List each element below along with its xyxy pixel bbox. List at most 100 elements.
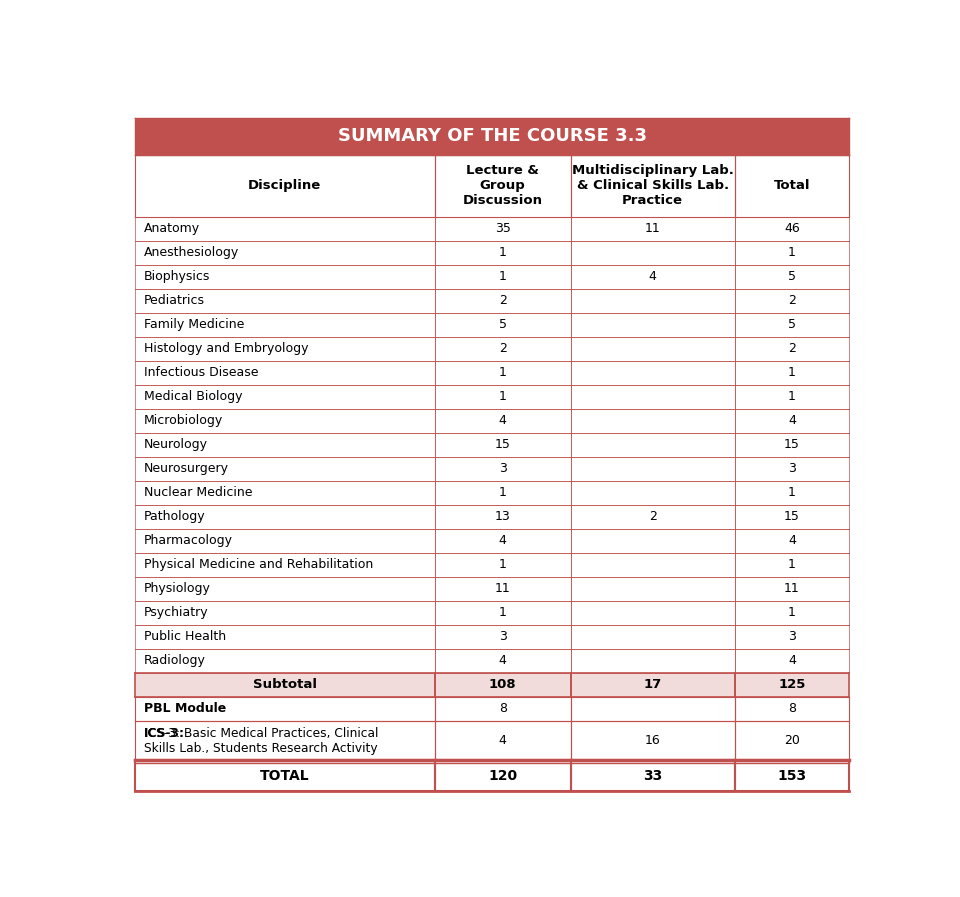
Bar: [435, 697, 570, 721]
Bar: [435, 361, 570, 385]
Bar: [734, 457, 849, 481]
Bar: [570, 289, 734, 313]
Text: Public Health: Public Health: [144, 631, 226, 643]
Bar: [570, 385, 734, 409]
Bar: [570, 240, 734, 265]
Text: 1: 1: [499, 270, 507, 283]
Text: 13: 13: [494, 510, 511, 523]
Text: 4: 4: [499, 654, 507, 667]
Text: 1: 1: [499, 247, 507, 259]
Bar: [435, 240, 570, 265]
Bar: [570, 577, 734, 601]
Bar: [570, 553, 734, 577]
Bar: [435, 313, 570, 337]
Bar: [435, 601, 570, 625]
Bar: [570, 601, 734, 625]
Bar: [570, 649, 734, 673]
Text: ICS-3:: ICS-3:: [144, 727, 185, 740]
Bar: [435, 457, 570, 481]
Text: 3: 3: [788, 462, 796, 475]
Bar: [134, 289, 435, 313]
Text: Microbiology: Microbiology: [144, 414, 223, 427]
Bar: [734, 385, 849, 409]
Text: 8: 8: [788, 702, 796, 715]
Text: 15: 15: [494, 439, 511, 451]
Bar: [435, 433, 570, 457]
Text: 4: 4: [499, 734, 507, 747]
Bar: [734, 433, 849, 457]
Text: 11: 11: [784, 582, 800, 596]
Text: 2: 2: [499, 294, 507, 308]
Text: PBL Module: PBL Module: [144, 702, 226, 715]
Bar: [570, 625, 734, 649]
Bar: [734, 154, 849, 217]
Text: 4: 4: [788, 535, 796, 547]
Bar: [134, 577, 435, 601]
Text: Discipline: Discipline: [249, 179, 322, 192]
Text: Histology and Embryology: Histology and Embryology: [144, 343, 308, 355]
Bar: [435, 481, 570, 505]
Bar: [570, 361, 734, 385]
Text: 20: 20: [784, 734, 800, 747]
Text: Pharmacology: Pharmacology: [144, 535, 233, 547]
Text: 46: 46: [784, 222, 800, 235]
Bar: [570, 217, 734, 240]
Text: TOTAL: TOTAL: [260, 769, 310, 783]
Bar: [570, 154, 734, 217]
Text: 15: 15: [784, 510, 800, 523]
Bar: [734, 649, 849, 673]
Bar: [570, 673, 734, 697]
Bar: [134, 697, 435, 721]
Text: Nuclear Medicine: Nuclear Medicine: [144, 486, 252, 500]
Text: 2: 2: [788, 294, 796, 308]
Bar: [734, 553, 849, 577]
Text: Skills Lab., Students Research Activity: Skills Lab., Students Research Activity: [144, 742, 377, 755]
Bar: [734, 505, 849, 529]
Bar: [435, 577, 570, 601]
Bar: [570, 505, 734, 529]
Text: 1: 1: [788, 247, 796, 259]
Bar: [570, 761, 734, 791]
Text: 5: 5: [498, 318, 507, 331]
Bar: [734, 217, 849, 240]
Bar: [134, 601, 435, 625]
Text: Multidisciplinary Lab.
& Clinical Skills Lab.
Practice: Multidisciplinary Lab. & Clinical Skills…: [572, 164, 733, 207]
Text: 1: 1: [788, 366, 796, 379]
Bar: [734, 409, 849, 433]
Text: 120: 120: [488, 769, 517, 783]
Bar: [435, 409, 570, 433]
Bar: [134, 385, 435, 409]
Text: 35: 35: [494, 222, 511, 235]
Bar: [435, 385, 570, 409]
Text: 2: 2: [499, 343, 507, 355]
Text: Anatomy: Anatomy: [144, 222, 200, 235]
Text: 1: 1: [788, 606, 796, 619]
Bar: [134, 625, 435, 649]
Bar: [134, 529, 435, 553]
Text: 1: 1: [788, 390, 796, 404]
Bar: [570, 265, 734, 289]
Bar: [734, 361, 849, 385]
Bar: [734, 697, 849, 721]
Bar: [134, 721, 435, 761]
Text: 108: 108: [489, 678, 516, 692]
Bar: [435, 217, 570, 240]
Text: Psychiatry: Psychiatry: [144, 606, 208, 619]
Text: 1: 1: [499, 606, 507, 619]
Text: 15: 15: [784, 439, 800, 451]
Bar: [134, 649, 435, 673]
Text: 4: 4: [499, 535, 507, 547]
Bar: [134, 361, 435, 385]
Bar: [734, 577, 849, 601]
Bar: [435, 553, 570, 577]
Text: 4: 4: [649, 270, 657, 283]
Bar: [134, 313, 435, 337]
Bar: [134, 457, 435, 481]
Bar: [134, 433, 435, 457]
Bar: [734, 481, 849, 505]
Bar: [570, 337, 734, 361]
Text: Neurology: Neurology: [144, 439, 207, 451]
Bar: [734, 529, 849, 553]
Bar: [570, 697, 734, 721]
Text: 1: 1: [499, 486, 507, 500]
